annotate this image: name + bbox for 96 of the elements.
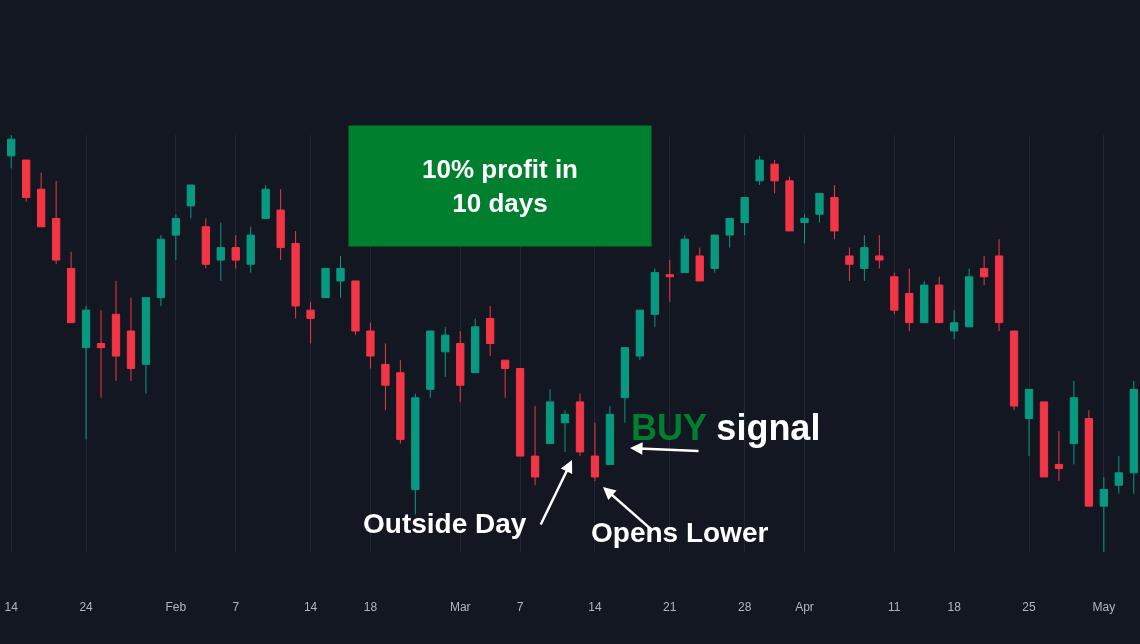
candlestick bbox=[920, 280, 929, 324]
candlestick bbox=[201, 217, 210, 269]
candlestick bbox=[800, 213, 809, 244]
candlestick bbox=[1099, 476, 1109, 552]
candlestick bbox=[456, 330, 465, 403]
x-tick-label: 24 bbox=[79, 600, 94, 614]
candlestick bbox=[486, 305, 495, 357]
candlestick bbox=[875, 234, 884, 269]
x-tick-label: 21 bbox=[663, 600, 677, 614]
candlestick bbox=[471, 317, 480, 374]
candlestick bbox=[979, 255, 989, 286]
x-tick-label: 25 bbox=[1022, 600, 1036, 614]
candlestick bbox=[740, 197, 749, 236]
candlestick bbox=[500, 359, 510, 399]
candlestick bbox=[36, 172, 46, 228]
candlestick bbox=[650, 267, 659, 328]
x-tick-label: 18 bbox=[363, 600, 378, 614]
candlestick bbox=[620, 347, 630, 424]
x-tick-label: Mar bbox=[449, 600, 471, 614]
candlestick bbox=[1129, 380, 1138, 495]
candlestick bbox=[156, 234, 166, 307]
annotation: 10% profit in 10 days bbox=[421, 154, 579, 218]
candlestick bbox=[7, 135, 16, 169]
x-tick-label: 11 bbox=[888, 600, 901, 614]
candlestick bbox=[291, 230, 300, 319]
candlestick bbox=[216, 222, 225, 282]
candlestick bbox=[186, 184, 195, 219]
candlestick bbox=[710, 234, 719, 274]
candlestick bbox=[231, 234, 240, 269]
candlestick bbox=[22, 159, 31, 203]
candlestick bbox=[171, 213, 181, 261]
candlestick bbox=[605, 405, 615, 465]
candlestick bbox=[81, 305, 91, 440]
candlestick bbox=[111, 280, 121, 382]
candlestick bbox=[366, 322, 375, 370]
annotation: Outside Day bbox=[363, 508, 527, 539]
x-tick-label: 28 bbox=[737, 600, 752, 614]
candlestick bbox=[770, 159, 779, 194]
x-tick-label: May bbox=[1092, 600, 1116, 614]
x-tick-label: 14 bbox=[588, 600, 602, 614]
candlestick bbox=[785, 176, 794, 232]
candlestick bbox=[680, 234, 689, 274]
x-tick-label: 14 bbox=[303, 600, 318, 614]
candlestick bbox=[815, 192, 824, 224]
candlestick bbox=[66, 251, 76, 324]
annotation: BUY signal bbox=[631, 407, 821, 448]
candlestick bbox=[845, 247, 854, 282]
x-tick-label: 18 bbox=[947, 600, 962, 614]
candlestick bbox=[515, 368, 525, 457]
candlestick bbox=[560, 409, 570, 453]
x-tick-label: Feb bbox=[165, 600, 187, 614]
candlestick bbox=[964, 267, 974, 328]
x-tick-label: 7 bbox=[516, 600, 524, 614]
annotation: Opens Lower bbox=[591, 517, 769, 548]
candlestick bbox=[1054, 430, 1064, 482]
candlestick bbox=[860, 234, 869, 282]
candlestick bbox=[665, 259, 674, 303]
candlestick bbox=[441, 326, 450, 378]
candlestick bbox=[830, 184, 839, 240]
candlestick bbox=[96, 309, 106, 399]
candlestick bbox=[1024, 388, 1034, 457]
candlestick bbox=[545, 388, 555, 445]
candlestick bbox=[1009, 330, 1019, 411]
candlestick bbox=[351, 280, 360, 336]
candlestick bbox=[935, 276, 944, 324]
x-tick-label: 14 bbox=[4, 600, 19, 614]
candlestick bbox=[396, 359, 405, 445]
candlestick bbox=[276, 188, 285, 261]
candlestick bbox=[590, 422, 600, 482]
candlestick bbox=[725, 217, 734, 249]
x-tick-label: 7 bbox=[232, 600, 240, 614]
candlestick bbox=[1069, 380, 1079, 465]
x-tick-label: Apr bbox=[795, 600, 814, 614]
candlestick bbox=[905, 267, 914, 332]
candlestick bbox=[141, 297, 151, 395]
candlestick bbox=[635, 309, 645, 361]
candlestick bbox=[336, 255, 345, 299]
candlestick bbox=[306, 301, 315, 344]
candlestick bbox=[321, 267, 330, 299]
candlestick bbox=[426, 330, 435, 399]
candlestick bbox=[1039, 401, 1049, 478]
candlestick bbox=[411, 393, 420, 515]
candlestick bbox=[890, 272, 899, 315]
candlestick bbox=[950, 309, 959, 340]
candlestick bbox=[381, 343, 390, 411]
candlestick bbox=[261, 184, 270, 219]
candlestick bbox=[1084, 409, 1094, 507]
candlestick bbox=[994, 238, 1004, 332]
candlestick bbox=[246, 226, 255, 274]
candlestick bbox=[755, 155, 764, 186]
candlestick bbox=[51, 180, 61, 265]
candlestick bbox=[530, 405, 540, 486]
candlestick bbox=[126, 297, 136, 382]
candlestick bbox=[695, 247, 704, 282]
candlestick bbox=[1114, 455, 1123, 495]
candlestick bbox=[575, 393, 585, 457]
